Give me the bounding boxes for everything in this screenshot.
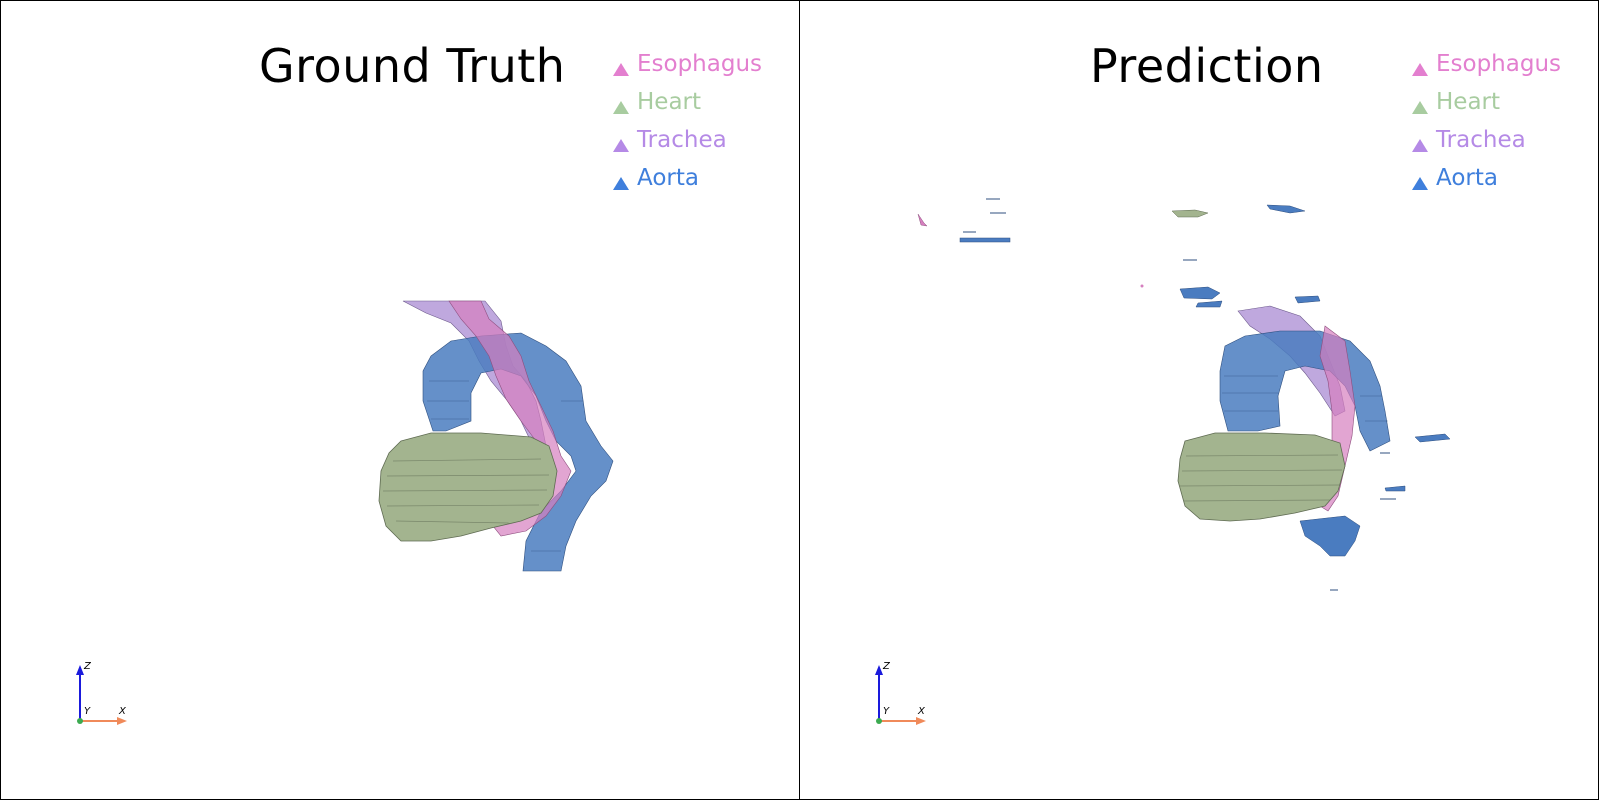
heart-mesh (1177, 432, 1346, 522)
legend-label: Esophagus (1436, 51, 1562, 77)
axes-icon (76, 665, 127, 725)
legend-item-heart: Heart (1412, 83, 1561, 121)
prediction-3d-render[interactable] (800, 1, 1598, 799)
legend-label: Aorta (1436, 165, 1498, 191)
prediction-panel: Prediction Esophagus Heart Trachea Aorta (799, 0, 1599, 800)
legend: Esophagus Heart Trachea Aorta (613, 45, 762, 197)
heart-texture (382, 458, 550, 524)
triangle-icon (1412, 100, 1428, 114)
axis-x-label: X (918, 706, 925, 717)
aorta-mesh (422, 332, 614, 572)
legend-item-esophagus: Esophagus (613, 45, 762, 83)
ground-truth-3d-render[interactable] (1, 1, 799, 799)
legend-label: Heart (637, 89, 702, 115)
triangle-icon (613, 62, 629, 76)
ground-truth-panel: Ground Truth Esophagus Heart Trachea Aor… (0, 0, 800, 800)
aorta-texture (1222, 375, 1388, 422)
legend-item-esophagus: Esophagus (1412, 45, 1561, 83)
legend-label: Trachea (1436, 127, 1526, 153)
legend-item-aorta: Aorta (613, 159, 762, 197)
axes-icon (875, 665, 926, 725)
axis-z-label: Z (883, 661, 890, 672)
legend-item-trachea: Trachea (1412, 121, 1561, 159)
triangle-icon (613, 176, 629, 190)
legend-item-aorta: Aorta (1412, 159, 1561, 197)
axis-y-label: Y (84, 706, 91, 717)
triangle-icon (613, 138, 629, 152)
axis-z-label: Z (84, 661, 91, 672)
heart-mesh (378, 432, 558, 542)
prediction-fragments (917, 198, 1451, 591)
panel-title: Prediction (1090, 39, 1324, 93)
triangle-icon (613, 100, 629, 114)
triangle-icon (1412, 176, 1428, 190)
orientation-axes: Z Y X (61, 661, 141, 731)
legend-label: Trachea (637, 127, 727, 153)
triangle-icon (1412, 62, 1428, 76)
esophagus-mesh (1319, 325, 1356, 512)
legend-label: Heart (1436, 89, 1501, 115)
triangle-icon (1412, 138, 1428, 152)
legend-item-heart: Heart (613, 83, 762, 121)
orientation-axes: Z Y X (860, 661, 940, 731)
legend-item-trachea: Trachea (613, 121, 762, 159)
panel-title: Ground Truth (259, 39, 566, 93)
axis-y-label: Y (883, 706, 890, 717)
axis-x-label: X (119, 706, 126, 717)
legend-label: Aorta (637, 165, 699, 191)
legend-label: Esophagus (637, 51, 763, 77)
aorta-texture (427, 380, 583, 552)
heart-texture (1179, 454, 1343, 502)
esophagus-mesh (448, 300, 572, 537)
legend: Esophagus Heart Trachea Aorta (1412, 45, 1561, 197)
